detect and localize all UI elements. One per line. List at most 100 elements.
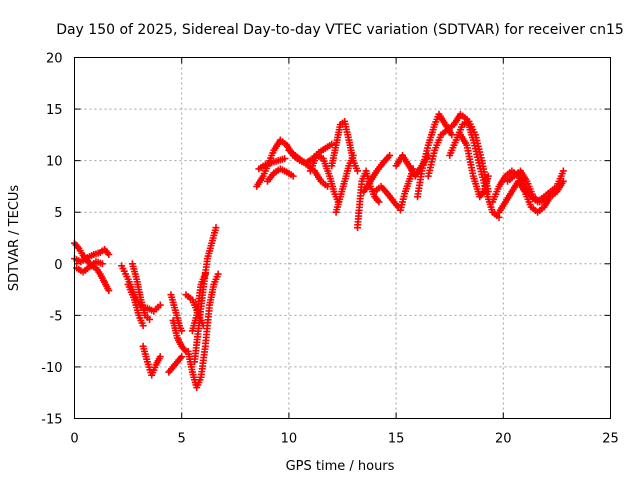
data-point (332, 144, 340, 152)
data-point (259, 162, 267, 170)
data-point (378, 161, 386, 169)
data-point (424, 144, 432, 152)
data-point (340, 180, 348, 188)
series-track-i (169, 317, 190, 355)
data-point (400, 192, 408, 200)
data-point (196, 376, 204, 384)
data-point (528, 190, 536, 198)
data-point (457, 123, 465, 131)
data-point (171, 304, 179, 312)
data-point (317, 154, 325, 162)
data-point (138, 319, 146, 327)
series-track-q (263, 165, 297, 185)
data-point (203, 257, 211, 265)
data-point (508, 174, 516, 182)
y-tick-label: 10 (46, 155, 63, 170)
data-point (558, 170, 566, 178)
chart-title: Day 150 of 2025, Sidereal Day-to-day VTE… (56, 22, 624, 38)
data-point (462, 139, 470, 147)
data-point (207, 242, 215, 250)
data-point (289, 150, 297, 158)
data-point (188, 366, 196, 374)
data-point (281, 139, 289, 147)
data-point (488, 206, 496, 214)
data-point (526, 200, 534, 208)
data-point (83, 265, 91, 273)
data-point (155, 355, 163, 363)
x-tick-label: 25 (602, 432, 619, 447)
data-point (269, 149, 277, 157)
data-point (200, 273, 208, 281)
data-point (500, 200, 508, 208)
data-point (408, 167, 416, 175)
data-point (336, 195, 344, 203)
series-track-h (167, 291, 186, 335)
data-point (213, 273, 221, 281)
series-track-ag (504, 167, 550, 206)
y-tick-label: -5 (50, 309, 63, 324)
data-point (417, 170, 425, 178)
data-point (430, 123, 438, 131)
series-track-x (371, 182, 402, 211)
data-point (484, 175, 492, 183)
series-track-j (165, 353, 186, 376)
y-tick-label: -10 (41, 361, 62, 376)
data-point (344, 164, 352, 172)
data-point (461, 114, 469, 122)
data-point (540, 197, 548, 205)
data-point (177, 340, 185, 348)
data-point (209, 283, 217, 291)
data-point (344, 133, 352, 141)
data-point (268, 171, 276, 179)
series-track-v (354, 167, 383, 232)
data-point (94, 249, 102, 257)
series-track-af (495, 177, 567, 216)
data-point (197, 283, 205, 291)
series-track-u (332, 151, 357, 216)
data-point (129, 293, 137, 301)
x-tick-label: 0 (70, 432, 78, 447)
data-point (151, 363, 159, 371)
x-tick-label: 5 (178, 432, 186, 447)
data-point (143, 313, 151, 321)
data-point (81, 255, 89, 263)
data-point (358, 180, 366, 188)
data-point (192, 314, 200, 322)
data-point (132, 273, 140, 281)
data-point (88, 252, 96, 260)
data-point (296, 155, 304, 163)
grid-lines (74, 57, 611, 419)
data-point (173, 332, 181, 340)
data-point (507, 190, 515, 198)
series-track-z (396, 165, 417, 214)
series-track-s (306, 151, 342, 206)
data-point (321, 181, 329, 189)
data-point (388, 196, 396, 204)
data-point (538, 205, 546, 213)
y-tick-label: 0 (54, 258, 62, 273)
data-point (451, 139, 459, 147)
data-point (365, 179, 373, 187)
data-point (404, 160, 412, 168)
data-point (103, 249, 111, 257)
y-axis-label: SDTVAR / TECUs (7, 185, 22, 292)
data-point (436, 133, 444, 141)
data-point (99, 276, 107, 284)
data-point (325, 170, 333, 178)
x-tick-label: 20 (495, 432, 512, 447)
y-tick-labels: -15 -10 -5 0 5 10 15 20 (41, 52, 62, 428)
data-point (134, 309, 142, 317)
data-point (148, 306, 156, 314)
data-point (272, 157, 280, 165)
data-point (136, 293, 144, 301)
data-point (90, 259, 98, 267)
series-track-ad (456, 131, 492, 201)
data-point (382, 188, 390, 196)
series-track-l (184, 270, 222, 392)
series-track-g (139, 342, 164, 379)
data-point (352, 164, 360, 172)
data-point (73, 243, 81, 251)
data-point (258, 174, 266, 182)
data-point (384, 153, 392, 161)
